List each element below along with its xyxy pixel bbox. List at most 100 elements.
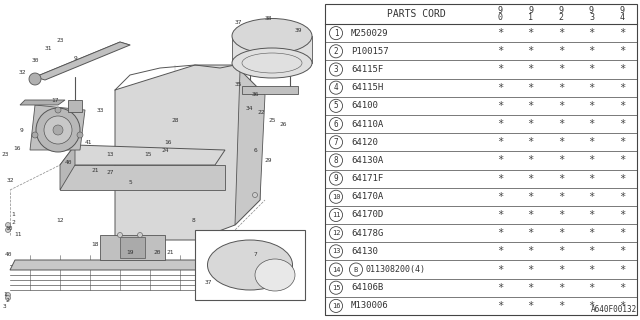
Text: *: * <box>588 64 595 75</box>
Text: M250029: M250029 <box>351 28 388 37</box>
Text: P100157: P100157 <box>351 47 388 56</box>
Text: *: * <box>558 301 564 311</box>
Polygon shape <box>60 165 225 190</box>
Text: 36: 36 <box>252 92 259 98</box>
Text: *: * <box>558 137 564 147</box>
Text: 26: 26 <box>279 123 287 127</box>
Text: B: B <box>354 267 358 273</box>
Text: 37: 37 <box>204 281 212 285</box>
Text: *: * <box>619 228 625 238</box>
Text: 13: 13 <box>332 248 340 254</box>
Text: *: * <box>527 28 534 38</box>
Text: *: * <box>588 28 595 38</box>
Text: 3: 3 <box>333 65 339 74</box>
Polygon shape <box>120 237 145 258</box>
Text: 12: 12 <box>56 218 64 222</box>
Text: 9
3: 9 3 <box>589 5 594 22</box>
Bar <box>325 4 637 315</box>
Text: 7: 7 <box>333 138 339 147</box>
Text: 20: 20 <box>153 250 161 254</box>
Circle shape <box>53 125 63 135</box>
Text: *: * <box>588 173 595 184</box>
Text: *: * <box>497 228 503 238</box>
Text: *: * <box>619 46 625 56</box>
Text: 9
4: 9 4 <box>620 5 624 22</box>
Text: 64171F: 64171F <box>351 174 383 183</box>
Text: *: * <box>619 119 625 129</box>
Text: 35: 35 <box>234 83 242 87</box>
Polygon shape <box>35 42 130 80</box>
Polygon shape <box>10 260 255 270</box>
Text: 4: 4 <box>333 83 339 92</box>
Text: *: * <box>527 83 534 93</box>
Text: 37: 37 <box>234 20 242 25</box>
Text: 27: 27 <box>106 170 114 174</box>
Text: *: * <box>588 210 595 220</box>
Text: *: * <box>497 101 503 111</box>
Text: 34: 34 <box>245 107 253 111</box>
Text: *: * <box>588 101 595 111</box>
Text: *: * <box>527 228 534 238</box>
Text: *: * <box>497 301 503 311</box>
Text: *: * <box>558 246 564 256</box>
Text: 64178G: 64178G <box>351 229 383 238</box>
Text: 64130: 64130 <box>351 247 378 256</box>
Text: 11: 11 <box>332 212 340 218</box>
Text: *: * <box>588 265 595 275</box>
Text: *: * <box>497 210 503 220</box>
Text: 64115F: 64115F <box>351 65 383 74</box>
Text: *: * <box>619 210 625 220</box>
Circle shape <box>29 73 41 85</box>
Circle shape <box>138 233 143 237</box>
Text: *: * <box>527 283 534 293</box>
Circle shape <box>6 292 10 298</box>
Text: *: * <box>558 283 564 293</box>
Text: *: * <box>497 283 503 293</box>
Text: *: * <box>619 246 625 256</box>
Text: *: * <box>497 246 503 256</box>
Text: *: * <box>588 246 595 256</box>
Text: *: * <box>497 83 503 93</box>
Text: 18: 18 <box>92 243 99 247</box>
Circle shape <box>6 295 10 300</box>
Text: 28: 28 <box>172 117 179 123</box>
Circle shape <box>44 116 72 144</box>
Text: *: * <box>558 265 564 275</box>
Text: *: * <box>497 119 503 129</box>
Text: *: * <box>497 192 503 202</box>
Text: 39: 39 <box>294 28 301 33</box>
Text: *: * <box>588 228 595 238</box>
Text: 9: 9 <box>333 174 339 183</box>
Polygon shape <box>100 235 165 260</box>
Polygon shape <box>60 145 75 190</box>
Circle shape <box>253 258 257 262</box>
Text: *: * <box>527 265 534 275</box>
Text: 9: 9 <box>73 55 77 60</box>
Polygon shape <box>232 36 312 63</box>
Text: *: * <box>527 301 534 311</box>
Circle shape <box>118 233 122 237</box>
Text: 23: 23 <box>1 153 9 157</box>
Circle shape <box>77 132 83 138</box>
Text: *: * <box>527 64 534 75</box>
Text: PARTS CORD: PARTS CORD <box>387 9 445 19</box>
Text: *: * <box>619 283 625 293</box>
Polygon shape <box>235 70 265 225</box>
Text: *: * <box>527 137 534 147</box>
Bar <box>68 100 82 112</box>
Text: *: * <box>619 265 625 275</box>
Text: 15: 15 <box>144 153 152 157</box>
Text: *: * <box>588 46 595 56</box>
Circle shape <box>253 193 257 197</box>
Text: 11: 11 <box>14 231 22 236</box>
Text: *: * <box>558 28 564 38</box>
Text: 15: 15 <box>332 285 340 291</box>
Circle shape <box>257 243 262 247</box>
Text: 6: 6 <box>253 148 257 153</box>
Text: 33: 33 <box>96 108 104 113</box>
Text: 9: 9 <box>20 127 24 132</box>
Text: *: * <box>497 173 503 184</box>
Text: 32: 32 <box>19 69 26 75</box>
Text: 10: 10 <box>5 227 13 231</box>
Text: 64170A: 64170A <box>351 192 383 201</box>
